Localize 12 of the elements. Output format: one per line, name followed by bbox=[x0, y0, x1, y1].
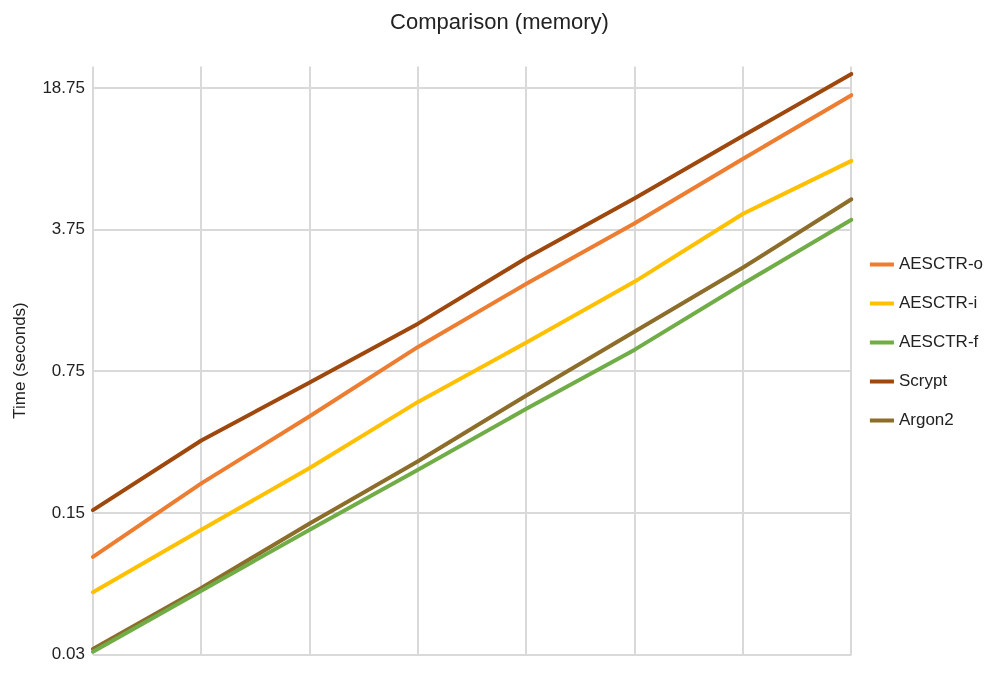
legend-label: Scrypt bbox=[898, 371, 948, 391]
legend-label: AESCTR-i bbox=[898, 293, 978, 313]
legend-label: AESCTR-f bbox=[898, 332, 979, 352]
y-tick-label: 18.75 bbox=[42, 77, 85, 97]
y-axis-title: Time (seconds) bbox=[9, 302, 29, 419]
legend-label: Argon2 bbox=[898, 410, 954, 430]
y-tick-label: 0.15 bbox=[51, 502, 85, 522]
legend-label: AESCTR-o bbox=[898, 254, 984, 274]
y-tick-label: 0.03 bbox=[51, 644, 85, 664]
y-tick-label: 0.75 bbox=[51, 361, 85, 381]
chart-title: Comparison (memory) bbox=[390, 9, 609, 35]
y-tick-label: 3.75 bbox=[51, 219, 85, 239]
